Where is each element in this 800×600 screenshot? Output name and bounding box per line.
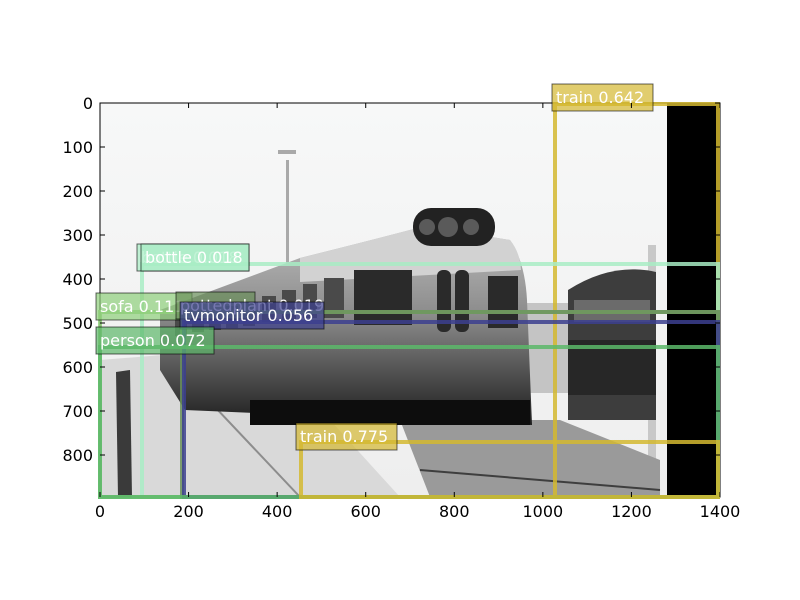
x-tick-label: 0 xyxy=(95,502,105,521)
y-tick-label: 200 xyxy=(62,182,93,201)
detection-label: train 0.642 xyxy=(556,88,644,107)
y-tick-label: 0 xyxy=(83,94,93,113)
y-tick-label: 300 xyxy=(62,226,93,245)
detection-label: sofa 0.111 xyxy=(100,297,184,316)
y-tick-label: 700 xyxy=(62,402,93,421)
x-axis-ticks: 0 200 400 600 800 1000 1200 1400 xyxy=(95,103,740,521)
train-photo xyxy=(100,103,720,497)
detection-label: tvmonitor 0.056 xyxy=(184,306,313,325)
detection-box-train-2: train 0.775 xyxy=(295,422,720,499)
detection-label: person 0.072 xyxy=(100,331,206,350)
y-tick-label: 500 xyxy=(62,314,93,333)
x-tick-label: 600 xyxy=(350,502,381,521)
detection-box-bottle-2: bottle 0.018 xyxy=(140,243,250,272)
detection-label-bg xyxy=(140,243,250,272)
detection-label-bg xyxy=(95,326,215,355)
x-tick-label: 1000 xyxy=(522,502,563,521)
detection-label-bg xyxy=(295,422,398,451)
detection-label: bottle 0.018 xyxy=(145,248,243,267)
x-tick-label: 1400 xyxy=(700,502,741,521)
detection-label-bg xyxy=(179,301,325,330)
detection-label-bg xyxy=(551,83,654,112)
x-tick-label: 400 xyxy=(262,502,293,521)
y-tick-label: 800 xyxy=(62,446,93,465)
detection-label: train 0.775 xyxy=(300,427,388,446)
y-tick-label: 600 xyxy=(62,358,93,377)
x-tick-label: 1200 xyxy=(611,502,652,521)
detection-box-person-1: person 0.072 xyxy=(95,326,720,499)
y-tick-label: 100 xyxy=(62,138,93,157)
x-tick-label: 800 xyxy=(439,502,470,521)
y-tick-label: 400 xyxy=(62,270,93,289)
x-tick-label: 200 xyxy=(173,502,204,521)
y-axis-ticks: 0 100 200 300 400 500 600 700 800 xyxy=(62,94,720,465)
